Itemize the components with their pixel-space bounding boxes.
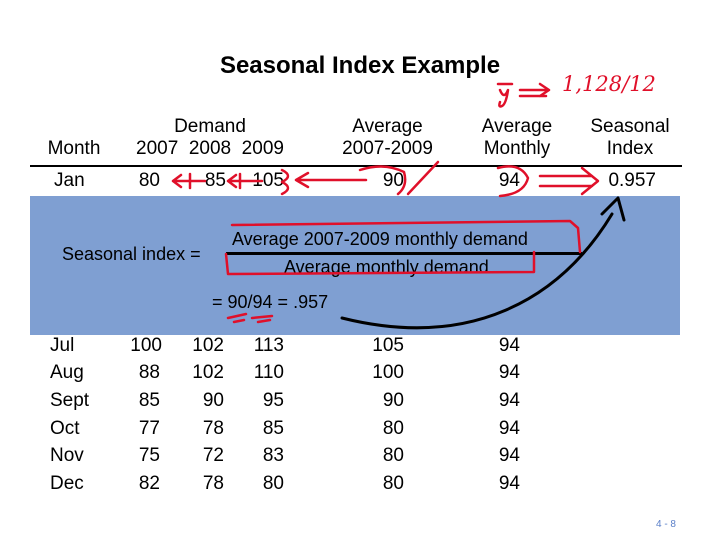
circle-monthly xyxy=(496,165,530,198)
cell-avg: 105 xyxy=(372,335,404,356)
handwritten-annotation: 1,128/12 xyxy=(562,72,656,96)
cell-2008: 78 xyxy=(202,418,224,439)
header-years: 2007 2008 2009 xyxy=(136,138,284,159)
slash-mark xyxy=(406,160,440,196)
cell-2008: 72 xyxy=(202,445,224,466)
y-bar-mark xyxy=(496,82,514,108)
page-title: Seasonal Index Example xyxy=(219,52,501,79)
header-seasonal-line1: Seasonal xyxy=(590,116,670,137)
cell-2009: 105 xyxy=(252,170,284,191)
header-demand: Demand xyxy=(174,116,246,137)
cell-2007: 75 xyxy=(138,445,160,466)
cell-month: Aug xyxy=(50,362,84,383)
cell-month: Jul xyxy=(50,335,75,356)
cell-2008: 90 xyxy=(202,390,224,411)
cell-2008: 102 xyxy=(192,362,224,383)
arrow-to-avg xyxy=(294,171,368,189)
underline-90 xyxy=(226,312,248,324)
cell-monthly: 94 xyxy=(498,390,520,411)
cell-month: Jan xyxy=(54,170,85,191)
cell-avg: 90 xyxy=(382,390,404,411)
cell-monthly: 94 xyxy=(498,170,520,191)
underline-94 xyxy=(250,314,274,324)
cell-2007: 100 xyxy=(130,335,162,356)
arrow-to-index xyxy=(538,166,600,196)
circle-avg xyxy=(358,165,407,196)
cell-avg: 80 xyxy=(382,418,404,439)
header-rule xyxy=(30,165,682,167)
formula-label: Seasonal index = xyxy=(62,244,201,264)
formula-numerator: Average 2007-2009 monthly demand xyxy=(232,229,528,249)
cell-2007: 85 xyxy=(138,390,160,411)
header-avg-monthly-line2: Monthly xyxy=(483,138,551,159)
arrow-to-total xyxy=(518,82,551,98)
header-avg-monthly-line1: Average xyxy=(481,116,553,137)
header-avg-2007-2009-line1: Average xyxy=(352,116,423,137)
cell-month: Dec xyxy=(50,473,84,494)
cell-2008: 78 xyxy=(202,473,224,494)
cell-month: Nov xyxy=(50,445,84,466)
header-seasonal-line2: Index xyxy=(606,138,654,159)
cell-month: Sept xyxy=(50,390,90,411)
cell-monthly: 94 xyxy=(498,445,520,466)
cell-2009: 85 xyxy=(262,418,284,439)
arrow-left-1 xyxy=(171,172,207,190)
bracket-2009 xyxy=(280,168,290,196)
cell-monthly: 94 xyxy=(498,362,520,383)
cell-2009: 110 xyxy=(253,362,284,383)
fraction-bar xyxy=(226,252,582,255)
arrowhead xyxy=(600,196,626,222)
cell-2009: 113 xyxy=(253,335,284,356)
cell-2008: 85 xyxy=(204,170,226,191)
header-avg-2007-2009-line2: 2007-2009 xyxy=(342,138,433,159)
formula-result: = 90/94 = .957 xyxy=(212,292,329,312)
cell-avg: 90 xyxy=(382,170,404,191)
cell-monthly: 94 xyxy=(498,418,520,439)
cell-index: 0.957 xyxy=(608,170,656,191)
cell-2007: 82 xyxy=(138,473,160,494)
box-numerator xyxy=(230,219,582,254)
cell-2007: 77 xyxy=(138,418,160,439)
cell-avg: 80 xyxy=(382,445,404,466)
cell-avg: 80 xyxy=(382,473,404,494)
cell-2009: 95 xyxy=(262,390,284,411)
result-to-index-arrow xyxy=(340,212,614,330)
header-month: Month xyxy=(47,138,101,159)
slide-number: 4 - 8 xyxy=(655,519,676,530)
arrow-left-2 xyxy=(226,172,264,190)
cell-month: Oct xyxy=(50,418,80,439)
cell-avg: 100 xyxy=(372,362,404,383)
cell-2008: 102 xyxy=(192,335,224,356)
cell-2007: 80 xyxy=(138,170,160,191)
cell-monthly: 94 xyxy=(498,473,520,494)
cell-2009: 83 xyxy=(262,445,284,466)
cell-2009: 80 xyxy=(262,473,284,494)
cell-2007: 88 xyxy=(138,362,160,383)
box-denominator xyxy=(224,250,536,276)
cell-monthly: 94 xyxy=(498,335,520,356)
